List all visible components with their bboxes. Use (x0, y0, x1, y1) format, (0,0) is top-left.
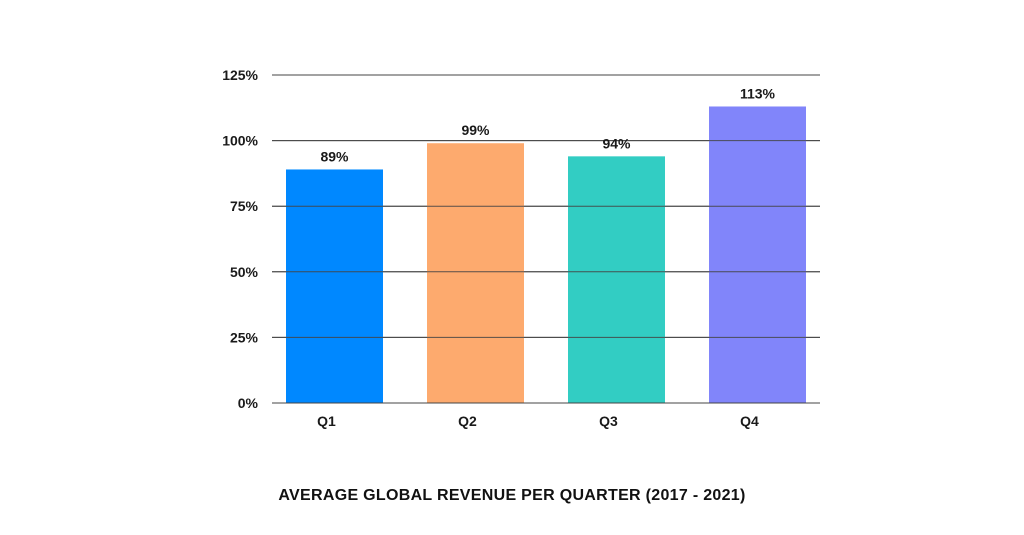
chart-title: AVERAGE GLOBAL REVENUE PER QUARTER (2017… (278, 487, 746, 504)
x-tick-label-q2: Q2 (458, 413, 477, 429)
data-label-q3: 94% (602, 135, 631, 151)
y-tick-label: 50% (230, 264, 259, 280)
x-tick-label-q3: Q3 (599, 413, 618, 429)
x-tick-label-q1: Q1 (317, 413, 336, 429)
x-axis-ticks: Q1 Q2 Q3 Q4 (317, 413, 759, 429)
x-tick-label-q4: Q4 (740, 413, 759, 429)
y-tick-label: 75% (230, 198, 259, 214)
y-tick-label: 0% (238, 395, 259, 411)
bar-q4 (709, 106, 806, 403)
bar-q2 (427, 143, 524, 403)
data-label-q1: 89% (320, 148, 349, 164)
data-label-q2: 99% (461, 122, 490, 138)
bar-q3 (568, 156, 665, 403)
bar-q1 (286, 169, 383, 403)
data-labels: 89% 99% 94% 113% (320, 85, 775, 164)
bars (286, 106, 806, 403)
y-axis-ticks: 0% 25% 50% 75% 100% 125% (222, 67, 258, 411)
y-tick-label: 100% (222, 133, 258, 149)
data-label-q4: 113% (740, 85, 776, 101)
y-tick-label: 125% (222, 67, 258, 83)
y-tick-label: 25% (230, 329, 259, 345)
